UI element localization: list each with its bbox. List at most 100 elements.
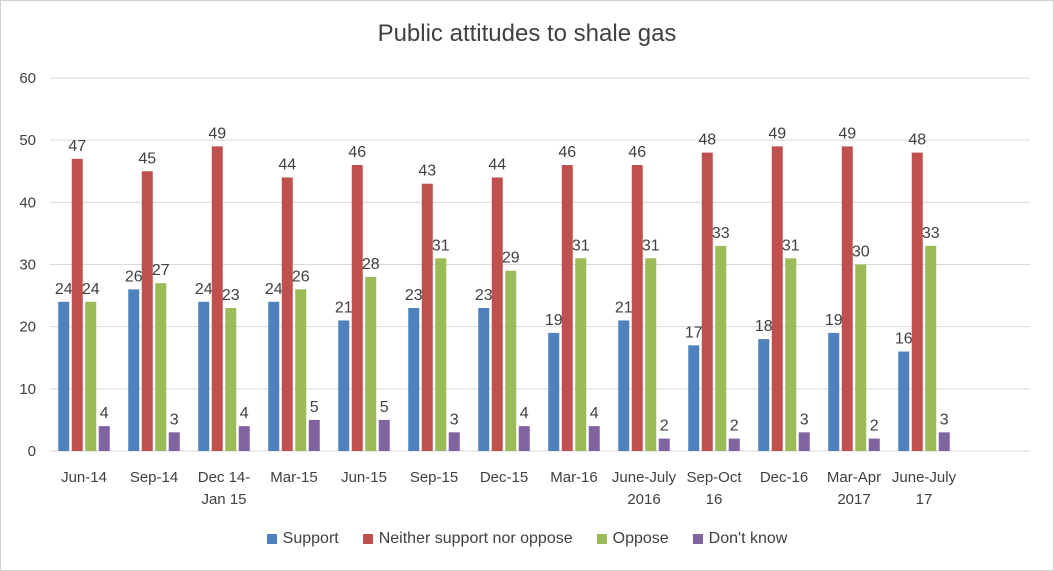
bar — [365, 276, 377, 451]
bar — [141, 171, 153, 451]
bar — [491, 177, 503, 451]
x-tick-label: Mar-Apr — [827, 469, 881, 486]
data-label: 2 — [660, 418, 669, 435]
data-label: 24 — [265, 281, 283, 298]
bar — [225, 308, 237, 451]
y-tick-label: 10 — [19, 381, 36, 398]
bar — [128, 289, 140, 451]
data-label: 46 — [558, 144, 576, 161]
bar — [701, 152, 713, 451]
bar — [435, 258, 447, 451]
data-label: 31 — [572, 237, 590, 254]
bar — [378, 419, 390, 451]
data-label: 16 — [895, 331, 913, 348]
data-label: 26 — [292, 268, 310, 285]
x-tick-label: 2016 — [627, 491, 660, 508]
y-tick-label: 40 — [19, 194, 36, 211]
data-label: 46 — [348, 144, 366, 161]
bar — [98, 426, 110, 451]
data-label: 19 — [825, 312, 843, 329]
x-tick-label: Mar-16 — [550, 469, 598, 486]
data-label: 46 — [628, 144, 646, 161]
bar — [338, 320, 350, 451]
data-label: 3 — [940, 411, 949, 428]
data-label: 33 — [922, 225, 940, 242]
data-label: 48 — [698, 132, 716, 149]
bar — [85, 301, 97, 451]
data-label: 23 — [405, 287, 423, 304]
data-label: 24 — [195, 281, 213, 298]
data-label: 43 — [418, 163, 436, 180]
bar — [658, 438, 670, 451]
bar — [505, 270, 517, 451]
bar — [618, 320, 630, 451]
x-tick-label: Mar-15 — [270, 469, 318, 486]
x-tick-label: 17 — [916, 491, 933, 508]
y-tick-label: 20 — [19, 319, 36, 336]
data-label: 49 — [838, 125, 856, 142]
data-label: 5 — [380, 399, 389, 416]
legend-swatch — [362, 534, 373, 544]
bar — [408, 308, 420, 451]
data-label: 23 — [475, 287, 493, 304]
bar — [938, 432, 950, 451]
data-label: 2 — [730, 418, 739, 435]
data-label: 24 — [82, 281, 100, 298]
bar — [448, 432, 460, 451]
bar — [211, 146, 223, 451]
data-label: 3 — [800, 411, 809, 428]
x-tick-label: Dec-15 — [480, 469, 528, 486]
legend-item: Oppose — [596, 530, 669, 548]
legend-item: Support — [266, 530, 339, 548]
bar — [645, 258, 657, 451]
bar — [771, 146, 783, 451]
data-label: 30 — [852, 244, 870, 261]
data-label: 18 — [755, 318, 773, 335]
data-label: 4 — [590, 405, 599, 422]
bar — [308, 419, 320, 451]
bar — [71, 158, 83, 452]
x-tick-label: 2017 — [837, 491, 870, 508]
legend-swatch — [596, 534, 607, 544]
x-tick-label: Dec 14- — [198, 469, 251, 486]
bar — [58, 301, 70, 451]
bar — [925, 245, 937, 451]
data-label: 23 — [222, 287, 240, 304]
y-tick-label: 50 — [19, 132, 36, 149]
bar — [855, 264, 867, 451]
bar — [688, 345, 700, 451]
legend-label: Don't know — [708, 530, 788, 547]
bar — [631, 165, 643, 452]
data-label: 29 — [502, 250, 520, 267]
data-label: 49 — [768, 125, 786, 142]
bar — [155, 283, 167, 451]
bar — [421, 183, 433, 451]
bar — [478, 308, 490, 451]
data-label: 27 — [152, 262, 170, 279]
data-label: 5 — [310, 399, 319, 416]
bar — [911, 152, 923, 451]
data-label: 31 — [782, 237, 800, 254]
data-label: 3 — [170, 411, 179, 428]
x-tick-label: Jun-14 — [61, 469, 107, 486]
data-label: 33 — [712, 225, 730, 242]
bar — [828, 332, 840, 451]
bar — [351, 165, 363, 452]
legend-swatch — [692, 534, 703, 544]
data-label: 24 — [55, 281, 73, 298]
data-label: 19 — [545, 312, 563, 329]
data-label: 2 — [870, 418, 879, 435]
data-label: 26 — [125, 268, 143, 285]
data-label: 47 — [68, 138, 86, 155]
x-tick-label: 16 — [706, 491, 723, 508]
y-tick-label: 60 — [19, 70, 36, 87]
data-label: 49 — [208, 125, 226, 142]
bar — [518, 426, 530, 451]
legend-label: Oppose — [612, 530, 669, 547]
chart-title: Public attitudes to shale gas — [377, 20, 677, 47]
legend-item: Don't know — [692, 530, 788, 548]
bar — [785, 258, 797, 451]
bar — [168, 432, 180, 451]
